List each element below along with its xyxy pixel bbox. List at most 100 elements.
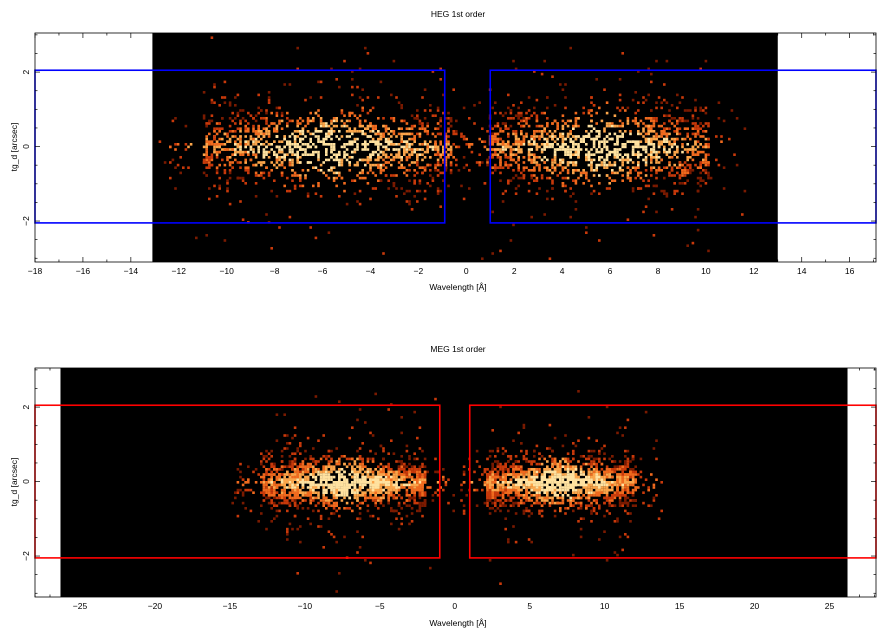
heg-heat-pixel (663, 83, 666, 86)
heg-heat-pixel (343, 145, 346, 149)
heg-heat-pixel (655, 210, 658, 214)
meg-heat-pixel (299, 452, 302, 455)
heg-heat-pixel (426, 124, 429, 128)
meg-heat-pixel (546, 447, 549, 450)
meg-heat-pixel (369, 431, 372, 435)
heg-heat-pixel (400, 132, 403, 136)
heg-heat-pixel (436, 174, 440, 177)
heg-heat-pixel (449, 169, 453, 172)
heg-heat-pixel (241, 109, 245, 112)
heg-heat-pixel (348, 169, 351, 172)
heg-heat-pixel (377, 140, 380, 143)
meg-heat-pixel (338, 457, 341, 461)
heg-heat-pixel (358, 158, 362, 162)
meg-heat-pixel (280, 491, 284, 494)
heg-heat-pixel (644, 145, 648, 149)
heg-heat-pixel (535, 114, 539, 117)
meg-heat-pixel (288, 478, 292, 481)
heg-heat-pixel (340, 145, 344, 149)
heg-heat-pixel (455, 163, 458, 167)
meg-heat-pixel (400, 468, 403, 471)
meg-heat-pixel (254, 468, 258, 471)
meg-heat-pixel (249, 509, 253, 513)
heg-heat-pixel (566, 171, 570, 175)
heg-heat-pixel (676, 93, 679, 97)
meg-heat-pixel (496, 449, 500, 453)
meg-heat-pixel (332, 535, 336, 539)
meg-heat-pixel (325, 475, 328, 479)
heg-heat-pixel (278, 148, 281, 151)
meg-heat-pixel (325, 473, 328, 476)
heg-heat-pixel (616, 140, 619, 143)
heg-heat-pixel (223, 148, 227, 151)
heg-heat-pixel (681, 192, 684, 195)
meg-heat-pixel (322, 499, 325, 502)
heg-heat-pixel (702, 109, 705, 112)
heg-heat-pixel (369, 124, 372, 128)
meg-heat-pixel (358, 447, 362, 450)
heg-heat-pixel (507, 117, 510, 120)
heg-heat-pixel (637, 171, 640, 175)
meg-heat-pixel (369, 496, 372, 500)
meg-heat-pixel (327, 475, 331, 479)
meg-heat-pixel (361, 473, 364, 476)
heg-heat-pixel (650, 169, 653, 172)
meg-heat-pixel (345, 457, 349, 461)
meg-heat-pixel (397, 501, 401, 505)
meg-heat-pixel (423, 494, 427, 497)
heg-heat-pixel (423, 117, 427, 120)
heg-heat-pixel (392, 119, 396, 123)
heg-heat-pixel (728, 137, 731, 141)
heg-heat-pixel (265, 140, 268, 143)
heg-heat-pixel (668, 114, 671, 117)
heg-heat-pixel (655, 153, 658, 156)
heg-heat-pixel (382, 117, 385, 120)
heg-heat-pixel (356, 145, 359, 149)
heg-heat-pixel (603, 88, 606, 91)
heg-heat-pixel (611, 171, 614, 175)
meg-heat-pixel (340, 481, 344, 484)
heg-heat-pixel (327, 231, 331, 234)
heg-heat-pixel (392, 143, 396, 146)
meg-heat-pixel (278, 483, 281, 487)
meg-heat-pixel (423, 457, 427, 461)
heg-heat-pixel (660, 132, 663, 136)
meg-heat-pixel (356, 551, 359, 554)
meg-heat-pixel (260, 504, 263, 507)
heg-heat-pixel (483, 182, 487, 185)
heg-heat-pixel (626, 166, 630, 169)
heg-heat-pixel (702, 130, 705, 133)
heg-heat-pixel (517, 137, 520, 141)
meg-heat-pixel (377, 486, 380, 489)
meg-heat-pixel (319, 475, 323, 479)
heg-heat-pixel (423, 156, 427, 159)
heg-heat-pixel (208, 161, 211, 164)
heg-heat-pixel (213, 85, 216, 89)
heg-heat-pixel (273, 130, 276, 133)
meg-heat-pixel (416, 457, 419, 461)
heg-heat-pixel (426, 145, 429, 149)
meg-heat-pixel (304, 481, 307, 484)
meg-heat-pixel (325, 507, 328, 510)
heg-heat-pixel (496, 132, 500, 136)
meg-heat-pixel (345, 507, 349, 510)
meg-heat-pixel (392, 509, 396, 513)
meg-heat-pixel (603, 530, 606, 533)
heg-heat-pixel (296, 153, 299, 156)
heg-heat-pixel (618, 148, 622, 151)
heg-heat-pixel (364, 148, 367, 151)
heg-heat-pixel (527, 148, 531, 151)
heg-heat-pixel (296, 174, 299, 177)
heg-heat-pixel (299, 130, 302, 133)
heg-heat-pixel (616, 124, 619, 128)
heg-heat-pixel (239, 143, 242, 146)
meg-heat-pixel (639, 470, 643, 474)
heg-heat-pixel (390, 143, 393, 146)
heg-heat-pixel (673, 143, 676, 146)
meg-heat-pixel (374, 499, 377, 502)
heg-heat-pixel (699, 122, 702, 125)
heg-heat-pixel (400, 119, 403, 123)
heg-heat-pixel (579, 140, 583, 143)
meg-heat-pixel (442, 475, 445, 479)
heg-heat-pixel (358, 67, 362, 71)
